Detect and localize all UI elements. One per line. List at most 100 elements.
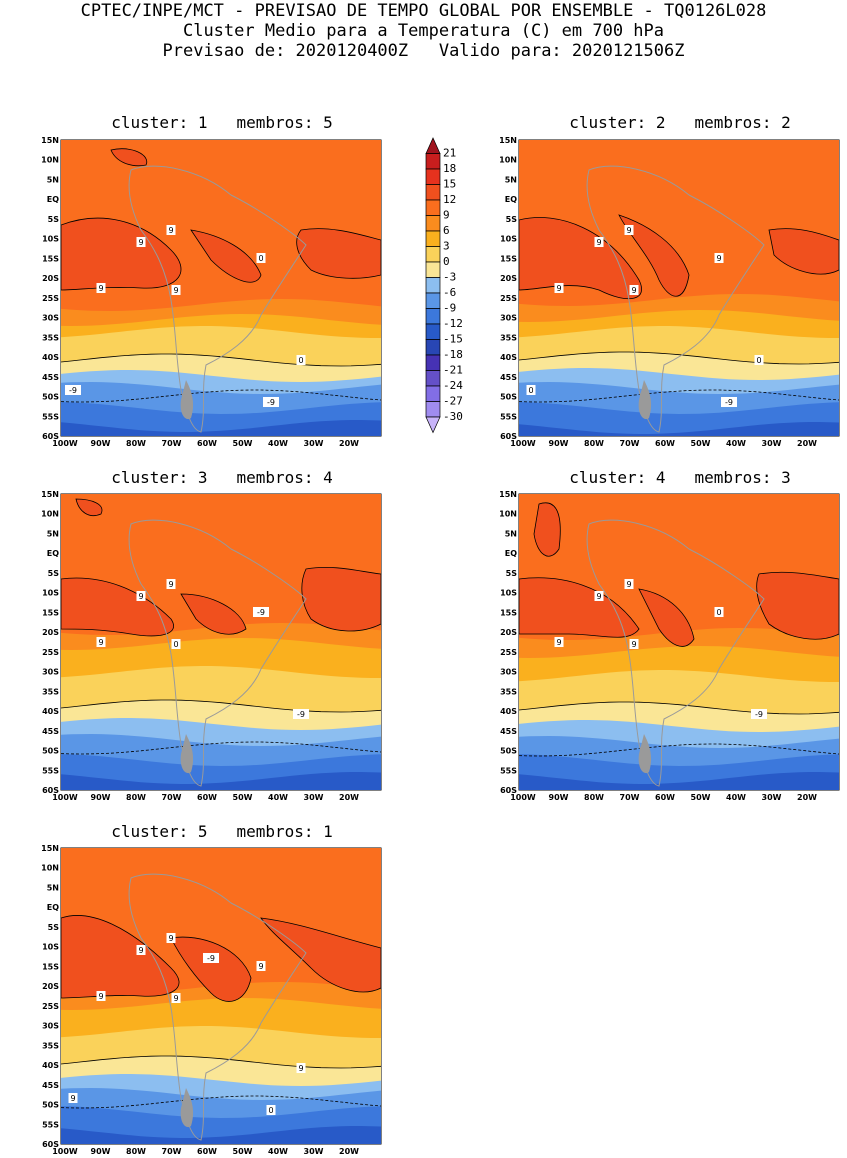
lon-label: 30W [304,1147,324,1156]
contour-label: 0 [258,254,263,263]
colorbar-label: 18 [443,162,456,175]
lat-label: 15N [41,490,59,499]
contour-label: 0 [756,356,761,365]
lat-label: 10S [500,589,517,598]
colorbar-label: 3 [443,240,450,253]
lat-label: 30S [500,314,517,323]
warm-region [61,577,174,637]
warm-region [61,217,182,291]
colorbar-label: -24 [443,379,463,392]
lon-label: 80W [584,439,604,448]
contour-label-bg [714,607,724,617]
lat-label: 45S [500,727,517,736]
lat-label: 30S [500,668,517,677]
colorbar-swatch [425,339,441,356]
lat-label: EQ [505,549,517,558]
lon-label: 60W [197,439,217,448]
lat-label: 45S [42,373,59,382]
contour-label-bg [136,591,146,601]
header-line-2: Cluster Medio para a Temperatura (C) em … [182,21,665,41]
lat-label: 5N [47,883,59,892]
colorbar-swatch [425,323,441,340]
lat-label: 40S [42,353,59,362]
lon-label: 100W [52,1147,78,1156]
contour-label-bg [629,639,639,649]
contour-label-bg [554,637,564,647]
contour-label-bg [624,579,634,589]
zero-contour [61,1055,381,1069]
lon-label: 70W [162,1147,182,1156]
lon-label: 70W [620,793,640,802]
zero-contour [519,351,839,365]
colorbar-swatch [425,137,441,154]
patagonia-land [638,380,652,420]
cluster-4-map: 15N 10N 5N EQ 5S 10S 15S 20S 25S 30S 35S 40S 45S 50S 5… [486,490,845,804]
contour-label: 9 [98,638,103,647]
contour-label: 0 [716,608,721,617]
colorbar-swatch [425,370,441,387]
lon-label: 20W [339,439,359,448]
lat-label: EQ [47,549,59,558]
lon-label: 80W [126,793,146,802]
lat-label: 60S [42,1140,59,1149]
colorbar-label: -18 [443,348,463,361]
contour-label-bg [136,237,146,247]
contour-label-bg [266,1105,276,1115]
colorbar-swatch [425,168,441,185]
lon-label: 60W [197,793,217,802]
contour-label: 9 [556,284,561,293]
lat-label: 55S [42,766,59,775]
colorbar-label: -6 [443,286,456,299]
contour-label-bg [754,355,764,365]
lat-label: 20S [42,982,59,991]
warm-region [519,577,640,638]
lat-label: 5N [47,529,59,538]
lat-label: 45S [500,373,517,382]
lat-label: 40S [42,1061,59,1070]
cluster-3-title: cluster: 3 membros: 4 [111,468,333,487]
lat-label: 5S [48,923,60,932]
lon-label: 30W [762,793,782,802]
lat-label: 55S [500,766,517,775]
lat-label: 15S [42,962,59,971]
temperature-colorbar: 21 18 15 12 9 6 3 0 -3 -6 -9 -12 -15 -18 -21 -24 -27 -30 [424,132,484,451]
contour-label-bg [166,579,176,589]
warm-region [618,214,690,297]
contour-label: 9 [631,286,636,295]
warm-region [768,228,839,275]
contour-label-bg [256,961,266,971]
contour-label: 9 [98,992,103,1001]
lat-label: 60S [42,432,59,441]
warm-region [638,588,695,647]
contour-label-bg [96,637,106,647]
map-canvas: 15N 10N 5N EQ 5S 10S 15S 20S 25S 30S 35S 40S 45S 50S 5… [41,844,382,1156]
lat-label: 55S [42,412,59,421]
lat-label: 50S [500,393,517,402]
colorbar-label: 9 [443,209,450,222]
lat-label: 10S [42,589,59,598]
contour-label-bg [203,953,219,963]
contour-label: 9 [138,946,143,955]
lon-label: 100W [510,439,536,448]
colorbar-label: 21 [443,147,456,160]
lon-label: 40W [268,793,288,802]
contour-label: 9 [173,994,178,1003]
contour-label: 9 [626,580,631,589]
lat-label: 40S [500,707,517,716]
lon-label: 30W [762,439,782,448]
colorbar-swatch [425,153,441,170]
warm-region [301,566,381,632]
lon-label: 60W [655,793,675,802]
lat-label: 40S [500,353,517,362]
lon-label: 100W [52,793,78,802]
lat-label: 35S [500,687,517,696]
contour-label-bg [721,397,737,407]
lon-label: 80W [126,439,146,448]
lat-label: 20S [500,628,517,637]
lat-label: 10N [499,510,517,519]
contour-label: 0 [268,1106,273,1115]
patagonia-land [638,734,652,774]
contour-label: 9 [258,962,263,971]
colorbar-swatch [425,199,441,216]
contour-label: 9 [138,592,143,601]
